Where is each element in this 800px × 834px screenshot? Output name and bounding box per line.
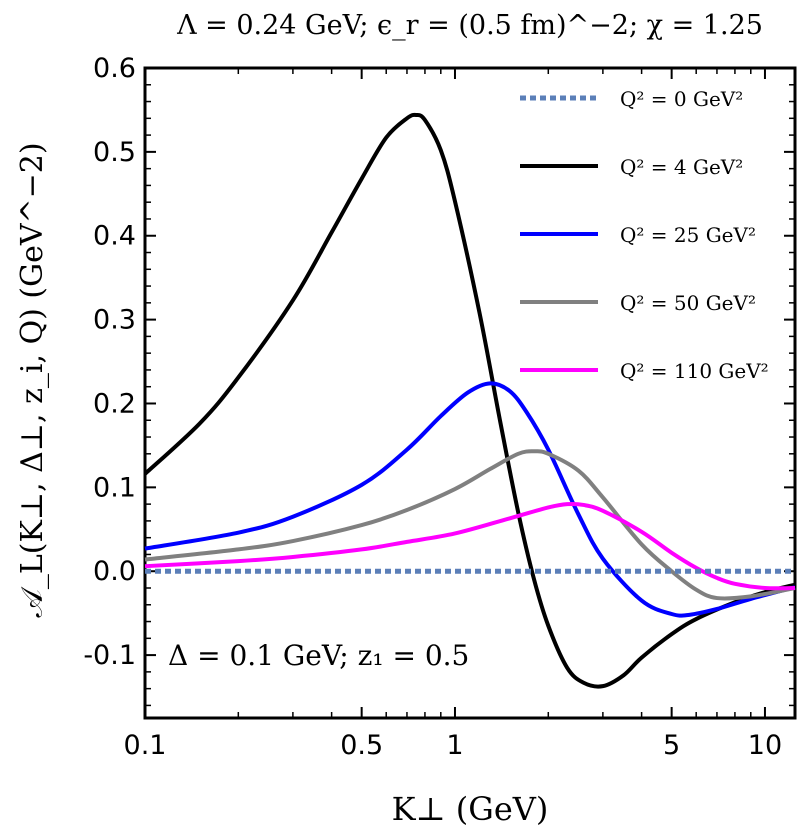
plot-frame bbox=[143, 66, 797, 720]
y-tick-label: 0.2 bbox=[93, 388, 136, 419]
x-tick-label: 0.5 bbox=[340, 730, 383, 761]
x-tick-label: 10 bbox=[748, 730, 782, 761]
x-tick-label: 5 bbox=[663, 730, 680, 761]
y-tick-label: 0.3 bbox=[93, 305, 136, 336]
y-tick-label: -0.1 bbox=[83, 640, 136, 671]
y-tick-label: 0.6 bbox=[93, 53, 136, 84]
y-tick-label: 0.1 bbox=[93, 472, 136, 503]
legend-label-1: Q² = 4 GeV² bbox=[620, 155, 743, 179]
annotation: Δ = 0.1 GeV; z₁ = 0.5 bbox=[168, 639, 469, 672]
y-tick-label: 0.5 bbox=[93, 137, 136, 168]
chart-title: Λ = 0.24 GeV; ϵ_r = (0.5 fm)^−2; χ = 1.2… bbox=[176, 10, 763, 41]
legend-label-0: Q² = 0 GeV² bbox=[620, 87, 743, 111]
x-axis-label: K⊥ (GeV) bbox=[392, 790, 549, 828]
plot-lines bbox=[143, 112, 796, 689]
legend-label-2: Q² = 25 GeV² bbox=[620, 223, 756, 247]
ticks: 0.1 0.5 1 5 10 0.6 0.5 0.4 0.3 0.2 0.1 0.0 -0.1 bbox=[83, 53, 795, 761]
series-line-1 bbox=[143, 112, 796, 689]
x-tick-label: 1 bbox=[446, 730, 463, 761]
y-tick-label: 0.4 bbox=[93, 221, 136, 252]
y-axis-label: 𝒜_L(K⊥, Δ⊥, z_i, Q) (GeV^−2) bbox=[15, 142, 50, 617]
x-tick-label: 0.1 bbox=[124, 730, 167, 761]
legend: Q² = 0 GeV² Q² = 4 GeV² Q² = 25 GeV² Q² = 5… bbox=[520, 87, 769, 383]
legend-label-4: Q² = 110 GeV² bbox=[620, 359, 769, 383]
series-line-4 bbox=[144, 501, 796, 591]
legend-label-3: Q² = 50 GeV² bbox=[620, 291, 756, 315]
series-line-3 bbox=[144, 449, 796, 601]
series-line-2 bbox=[144, 381, 796, 618]
y-tick-label: 0.0 bbox=[93, 556, 136, 587]
